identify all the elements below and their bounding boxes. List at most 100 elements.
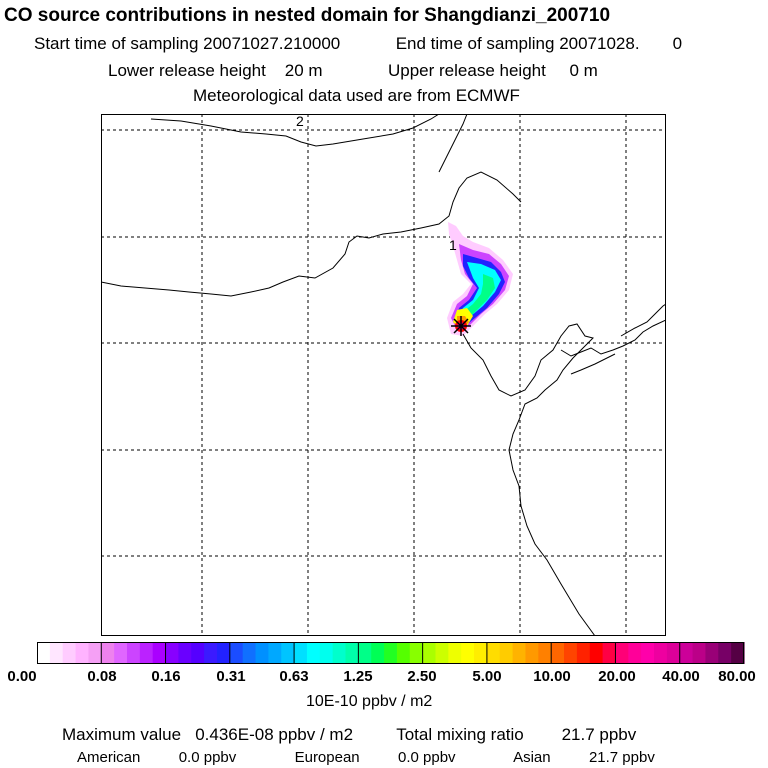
upper-release-value: 0 m — [569, 61, 598, 80]
colorbar-segment — [679, 642, 694, 664]
region-value: 0.0 ppbv — [398, 749, 456, 766]
end-suffix: 0 — [672, 34, 683, 53]
start-label: Start time of sampling — [34, 34, 199, 53]
colorbar-segment — [126, 642, 141, 664]
map-panel: 2 1 — [101, 114, 666, 636]
colorbar-segment — [538, 642, 552, 664]
release-line: Lower release height 20 m Upper release … — [108, 61, 598, 81]
sampling-line: Start time of sampling 20071027.210000 E… — [34, 34, 682, 54]
colorbar-segment — [499, 642, 514, 664]
lower-release-label: Lower release height — [108, 61, 266, 80]
region-value: 0.0 ppbv — [178, 749, 237, 766]
colorbar — [37, 642, 745, 664]
met-data-line: Meteorological data used are from ECMWF — [193, 86, 520, 105]
colorbar-segment — [396, 642, 411, 664]
colorbar-segment — [731, 642, 745, 664]
grid-lines — [101, 114, 666, 636]
colorbar-segment — [62, 642, 77, 664]
colorbar-segment — [306, 642, 321, 664]
colorbar-segment — [602, 642, 617, 664]
end-value: 20071028. — [559, 34, 640, 53]
colorbar-segment — [165, 642, 179, 664]
region-name: American — [77, 749, 141, 766]
colorbar-segment — [319, 642, 334, 664]
max-value: 0.436E-08 ppbv / m2 — [195, 725, 354, 744]
colorbar-segment — [268, 642, 282, 664]
colorbar-segment — [88, 642, 102, 664]
tick-label: 0.00 — [7, 668, 37, 685]
colorbar-segment — [139, 642, 154, 664]
colorbar-segment — [345, 642, 359, 664]
colorbar-segment — [512, 642, 527, 664]
colorbar-segment — [525, 642, 539, 664]
colorbar-segment — [448, 642, 462, 664]
colorbar-segment — [422, 642, 437, 664]
tick-label: 40.00 — [662, 668, 700, 685]
region-name: Asian — [513, 749, 551, 766]
colorbar-segment — [358, 642, 372, 664]
lower-release-value: 20 m — [284, 61, 323, 80]
colorbar-segment — [589, 642, 604, 664]
colorbar-segment — [435, 642, 449, 664]
tick-label: 80.00 — [718, 668, 756, 685]
colorbar-segment — [705, 642, 719, 664]
colorbar-segment — [461, 642, 475, 664]
map-frame — [101, 114, 666, 636]
colorbar-segment — [37, 642, 51, 664]
colorbar-segment — [628, 642, 642, 664]
start-value: 20071027.210000 — [203, 34, 341, 53]
colorbar-segment — [294, 642, 308, 664]
region-value: 21.7 ppbv — [588, 749, 655, 766]
colorbar-segment — [666, 642, 681, 664]
colorbar-ticks: 0.00 0.08 0.16 0.31 0.63 1.25 2.50 5.00 … — [0, 668, 768, 688]
tick-label: 0.16 — [151, 668, 181, 685]
colorbar-segment — [551, 642, 565, 664]
concentration-plume — [447, 222, 513, 336]
colorbar-segment — [384, 642, 398, 664]
colorbar-segment — [409, 642, 424, 664]
grid-label-top: 2 — [296, 114, 304, 129]
colorbar-segment — [229, 642, 244, 664]
colorbar-segment — [654, 642, 668, 664]
upper-release-label: Upper release height — [388, 61, 546, 80]
colorbar-segment — [615, 642, 629, 664]
colorbar-segment — [204, 642, 218, 664]
tick-label: 2.50 — [407, 668, 437, 685]
total-value: 21.7 ppbv — [561, 725, 637, 744]
colorbar-segment — [49, 642, 64, 664]
region-name: European — [294, 749, 360, 766]
colorbar-segment — [332, 642, 347, 664]
tick-label: 5.00 — [472, 668, 502, 685]
colorbar-segment — [692, 642, 707, 664]
tick-label: 10.00 — [533, 668, 571, 685]
colorbar-segment — [191, 642, 205, 664]
end-label: End time of sampling — [395, 34, 555, 53]
page-title: CO source contributions in nested domain… — [4, 5, 611, 26]
colorbar-segment — [75, 642, 90, 664]
colorbar-segment — [178, 642, 192, 664]
colorbar-segment — [474, 642, 488, 664]
tick-label: 20.00 — [598, 668, 636, 685]
colorbar-segment — [371, 642, 385, 664]
colorbar-units: 10E-10 ppbv / m2 — [306, 693, 433, 710]
colorbar-segment — [641, 642, 655, 664]
colorbar-segment — [576, 642, 591, 664]
region-line: American 0.0 ppbv European 0.0 ppbv Asia… — [77, 749, 655, 766]
tick-label: 0.08 — [87, 668, 117, 685]
colorbar-segment — [255, 642, 269, 664]
colorbar-segment — [564, 642, 578, 664]
receptor-star-icon — [451, 316, 471, 336]
summary-line: Maximum value 0.436E-08 ppbv / m2 Total … — [62, 725, 636, 745]
colorbar-segment — [718, 642, 732, 664]
tick-label: 1.25 — [343, 668, 373, 685]
coastlines — [101, 114, 666, 636]
tick-label: 0.63 — [279, 668, 309, 685]
max-label: Maximum value — [62, 725, 182, 744]
colorbar-segment — [486, 642, 501, 664]
total-label: Total mixing ratio — [396, 725, 524, 744]
colorbar-segment — [101, 642, 115, 664]
colorbar-segment — [242, 642, 257, 664]
grid-label-mid: 1 — [449, 237, 457, 253]
colorbar-segment — [152, 642, 167, 664]
colorbar-segment — [114, 642, 128, 664]
